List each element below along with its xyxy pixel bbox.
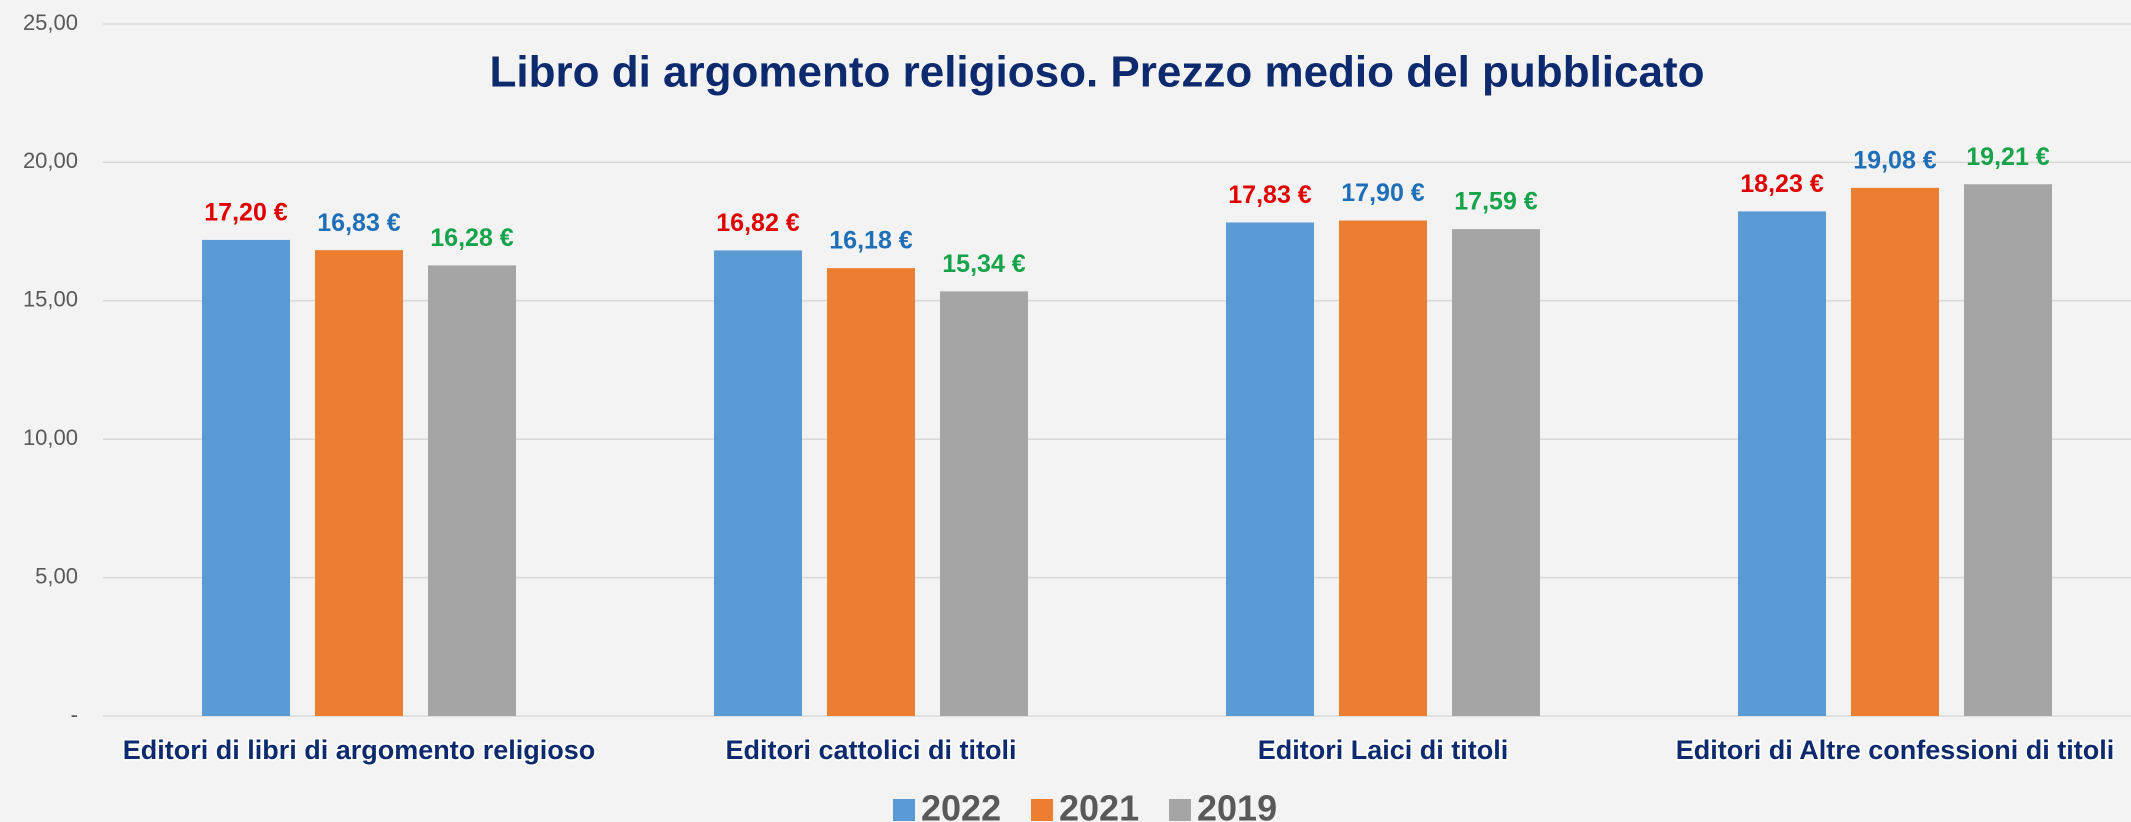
- value-label: 16,28 €: [430, 224, 514, 252]
- y-tick-label: 5,00: [35, 563, 78, 588]
- bar: [940, 291, 1028, 716]
- x-tick-label: Editori Laici di titoli: [1258, 735, 1509, 765]
- y-tick-label: 20,00: [23, 148, 78, 173]
- value-label: 16,83 €: [317, 209, 401, 237]
- value-label: 18,23 €: [1740, 170, 1824, 198]
- value-label: 15,34 €: [942, 250, 1026, 278]
- y-tick-label: 15,00: [23, 287, 78, 312]
- value-label: 17,83 €: [1228, 181, 1312, 209]
- legend-swatch: [1031, 799, 1053, 821]
- y-tick-label: -: [71, 702, 78, 727]
- value-label: 19,21 €: [1966, 143, 2050, 171]
- value-label: 17,59 €: [1454, 188, 1538, 216]
- value-label: 17,20 €: [204, 199, 288, 227]
- legend-swatch: [893, 799, 915, 821]
- legend-label: 2021: [1059, 788, 1139, 822]
- bar: [202, 239, 290, 717]
- bar: [714, 250, 802, 716]
- bar: [315, 250, 403, 716]
- bar: [827, 268, 915, 716]
- bar: [1738, 211, 1826, 716]
- bar: [1226, 222, 1314, 716]
- legend-label: 2022: [921, 788, 1001, 822]
- bar: [1964, 184, 2052, 716]
- x-tick-label: Editori cattolici di titoli: [725, 735, 1016, 765]
- y-tick-label: 25,00: [23, 10, 78, 35]
- bar: [428, 265, 516, 716]
- y-tick-label: 10,00: [23, 425, 78, 450]
- legend-label: 2019: [1197, 788, 1277, 822]
- legend-swatch: [1169, 799, 1191, 821]
- value-label: 16,82 €: [716, 209, 800, 237]
- value-label: 17,90 €: [1341, 179, 1425, 207]
- value-label: 16,18 €: [829, 227, 913, 255]
- bar: [1851, 187, 1939, 716]
- bar: [1339, 220, 1427, 716]
- value-label: 19,08 €: [1853, 146, 1937, 174]
- x-tick-label: Editori di libri di argomento religioso: [123, 735, 596, 765]
- chart-title: Libro di argomento religioso. Prezzo med…: [490, 48, 1705, 97]
- x-tick-label: Editori di Altre confessioni di titoli: [1676, 735, 2115, 765]
- bar: [1452, 229, 1540, 716]
